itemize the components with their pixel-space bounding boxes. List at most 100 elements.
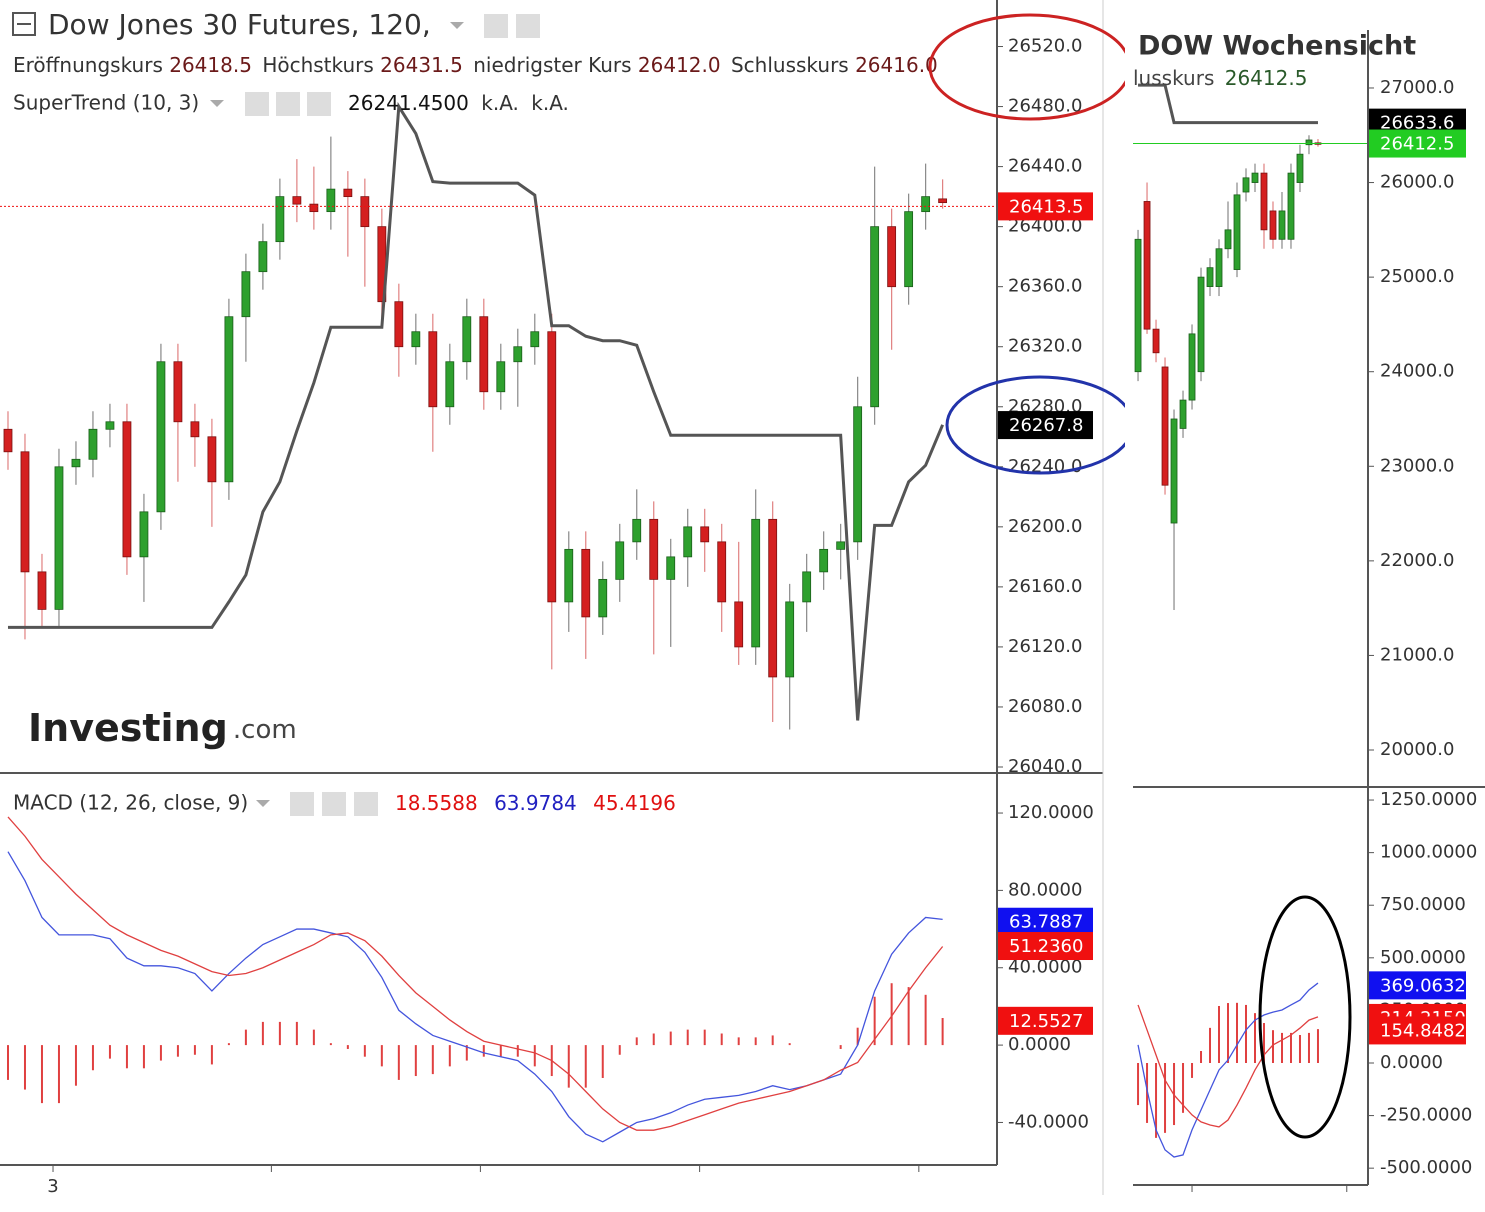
candle-body bbox=[1251, 172, 1259, 183]
y-tick-label: 26120.0 bbox=[1008, 636, 1082, 657]
eye-icon[interactable] bbox=[245, 92, 269, 116]
candle-body bbox=[1233, 194, 1241, 270]
y-tick-label: 26400.0 bbox=[1008, 216, 1082, 237]
y-tick-label: -500.0000 bbox=[1380, 1157, 1472, 1178]
candle-body bbox=[326, 188, 336, 213]
logo: Investing .com bbox=[28, 706, 297, 750]
candle-body bbox=[530, 331, 540, 348]
dropdown-icon[interactable] bbox=[256, 800, 270, 807]
candle-body bbox=[768, 518, 778, 678]
y-tick-label: -250.0000 bbox=[1380, 1105, 1472, 1126]
price-tag-label: 12.5527 bbox=[1009, 1011, 1083, 1032]
macd-line bbox=[1137, 1004, 1319, 1128]
candle-body bbox=[54, 466, 64, 610]
settings-icon[interactable] bbox=[322, 792, 346, 816]
candle-body bbox=[1287, 172, 1295, 240]
y-tick-label: 26040.0 bbox=[1008, 756, 1082, 777]
logo-suffix: .com bbox=[233, 715, 297, 745]
legend-value: k.A. bbox=[481, 91, 519, 115]
candle-body bbox=[411, 331, 421, 348]
header: Dow Jones 30 Futures, 120, Eröffnungskur… bbox=[12, 8, 938, 816]
legend-value: 18.5588 bbox=[395, 791, 478, 815]
candle-body bbox=[309, 203, 319, 213]
y-tick-label: 26440.0 bbox=[1008, 156, 1082, 177]
price-tag bbox=[997, 1006, 1093, 1035]
candle-body bbox=[598, 578, 608, 618]
candle-body bbox=[1278, 210, 1286, 240]
candle-body bbox=[139, 511, 149, 558]
candle-body bbox=[751, 518, 761, 648]
candle-body bbox=[904, 211, 914, 288]
weekly-legend: lusskurs 26412.5 bbox=[1133, 66, 1307, 90]
legend-value: 45.4196 bbox=[593, 791, 676, 815]
eye-icon[interactable] bbox=[290, 792, 314, 816]
candle-body bbox=[1179, 399, 1187, 429]
collapse-icon[interactable] bbox=[12, 12, 36, 36]
y-tick-label: 26520.0 bbox=[1008, 36, 1082, 57]
candle-body bbox=[275, 196, 285, 243]
y-tick-label: 26320.0 bbox=[1008, 336, 1082, 357]
y-tick-label: 24000.0 bbox=[1380, 361, 1454, 382]
macd-name: MACD (12, 26, close, 9) bbox=[13, 791, 248, 815]
y-tick-label: 40.0000 bbox=[1008, 957, 1082, 978]
price-tag bbox=[997, 411, 1093, 440]
indicator-name: SuperTrend (10, 3) bbox=[13, 91, 199, 115]
candle-body bbox=[224, 316, 234, 483]
right-frame bbox=[1133, 30, 1485, 1186]
candle-body bbox=[836, 541, 846, 550]
y-tick-label: 26000.0 bbox=[1380, 172, 1454, 193]
settings-icon[interactable] bbox=[516, 14, 540, 38]
candle-body bbox=[105, 421, 115, 430]
candle-body bbox=[122, 421, 132, 558]
candle-body bbox=[938, 198, 948, 204]
dropdown-icon[interactable] bbox=[210, 100, 224, 107]
price-tag bbox=[1368, 1016, 1466, 1045]
candle-body bbox=[156, 361, 166, 513]
legend-label: Schlusskurs bbox=[731, 53, 849, 77]
candle-body bbox=[649, 518, 659, 580]
price-tag-label: 26412.5 bbox=[1380, 134, 1454, 155]
y-tick-label: 22000.0 bbox=[1380, 550, 1454, 571]
candle-body bbox=[428, 331, 438, 408]
candle-body bbox=[394, 301, 404, 348]
y-tick-label: 0.0000 bbox=[1380, 1052, 1443, 1073]
y-tick-label: 26080.0 bbox=[1008, 696, 1082, 717]
macd-values: 18.5588 63.9784 45.4196 bbox=[395, 791, 676, 815]
dropdown-icon[interactable] bbox=[450, 22, 464, 29]
y-tick-label: 25000.0 bbox=[1380, 266, 1454, 287]
candle-body bbox=[819, 548, 829, 573]
legend-value: 26412.5 bbox=[1225, 66, 1308, 90]
supertrend-line bbox=[7, 101, 945, 721]
candle-body bbox=[734, 601, 744, 648]
candle-body bbox=[88, 428, 98, 460]
close-icon[interactable] bbox=[307, 92, 331, 116]
settings-icon[interactable] bbox=[276, 92, 300, 116]
y-tick-label: 26200.0 bbox=[1008, 516, 1082, 537]
supertrend-line bbox=[1138, 83, 1318, 125]
close-icon[interactable] bbox=[354, 792, 378, 816]
y-tick-label: 20000.0 bbox=[1380, 739, 1454, 760]
y-tick-label: 27000.0 bbox=[1380, 77, 1454, 98]
candle-body bbox=[921, 196, 931, 213]
price-tag bbox=[997, 907, 1093, 936]
annotation-ellipse bbox=[1258, 895, 1352, 1139]
candle-body bbox=[258, 241, 268, 273]
right-chart: 20000.0 21000.0 22000.0 23000.0 24000.0 25000… bbox=[1133, 77, 1477, 1192]
price-tag-label: 63.7887 bbox=[1009, 912, 1083, 933]
eye-icon[interactable] bbox=[484, 14, 508, 38]
candle-body bbox=[1206, 267, 1214, 287]
price-tag-label: 26633.6 bbox=[1380, 113, 1454, 134]
y-tick-label: 26480.0 bbox=[1008, 96, 1082, 117]
candle-body bbox=[1188, 333, 1196, 401]
indicator-values: 26241.4500 k.A. k.A. bbox=[348, 91, 569, 115]
candle-body bbox=[632, 518, 642, 543]
candle-body bbox=[870, 226, 880, 408]
price-tag bbox=[997, 932, 1093, 961]
candle-body bbox=[1134, 238, 1142, 373]
left-chart: 26040.026080.026120.026160.026200.026240… bbox=[0, 36, 1094, 1197]
candle-body bbox=[666, 556, 676, 580]
candle-body bbox=[20, 451, 30, 573]
y-tick-label: 750.0000 bbox=[1380, 894, 1466, 915]
y-tick-label: 26360.0 bbox=[1008, 276, 1082, 297]
